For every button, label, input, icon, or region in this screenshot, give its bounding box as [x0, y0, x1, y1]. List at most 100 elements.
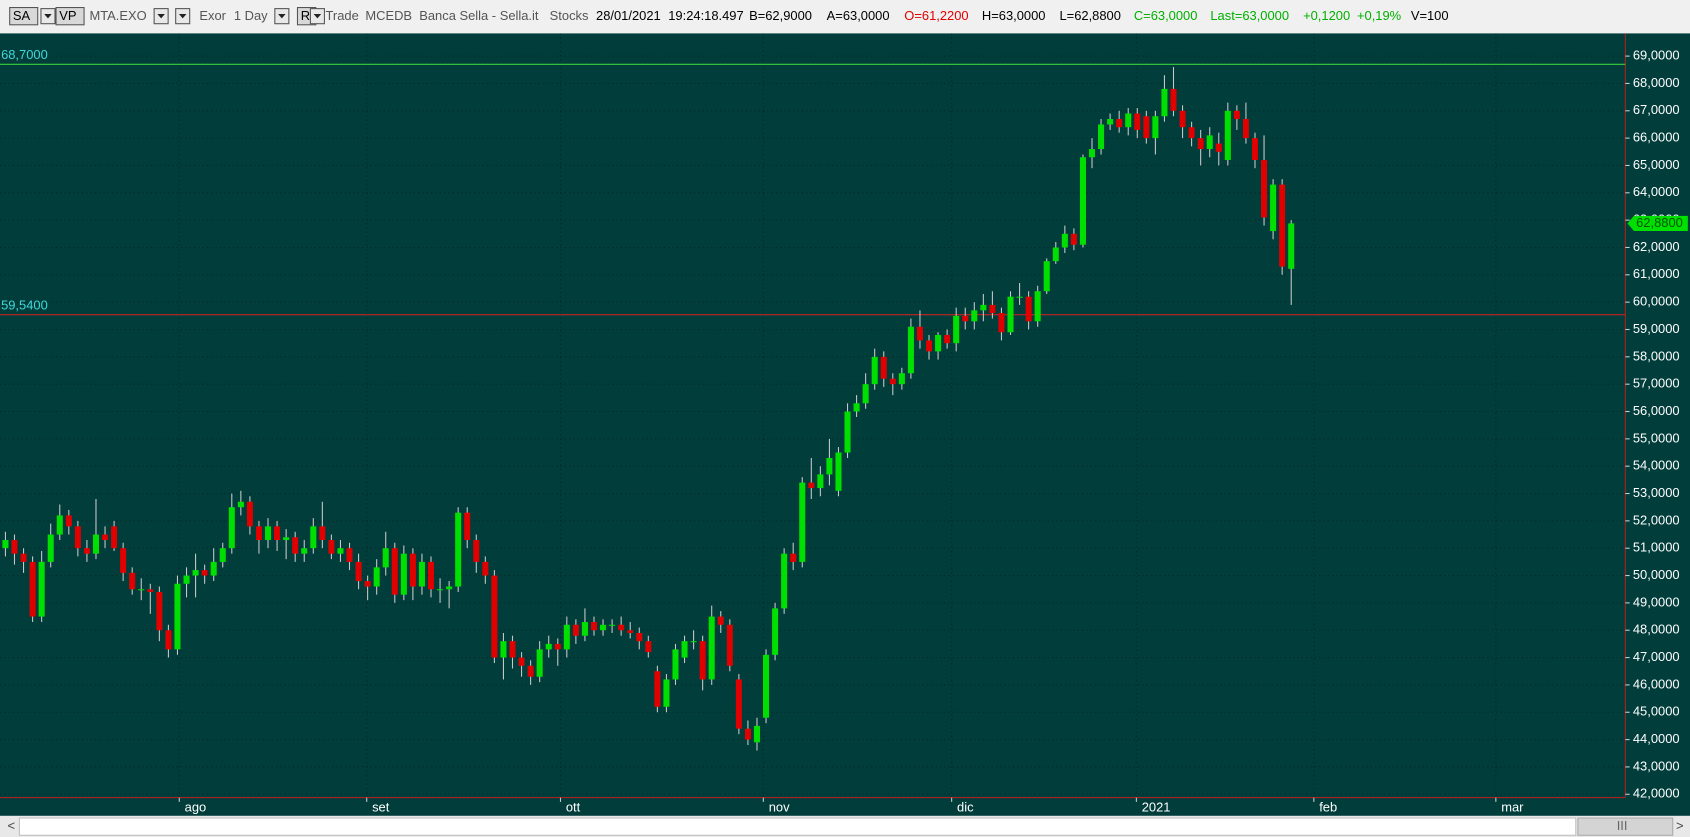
y-tick-label: 43,0000	[1633, 758, 1680, 773]
candle-body	[672, 649, 679, 680]
candle-body	[65, 515, 72, 527]
candle-body	[536, 649, 543, 677]
candle-body	[916, 326, 923, 341]
candle-body	[446, 586, 453, 590]
candle-body	[889, 378, 896, 385]
candle-body	[609, 624, 616, 626]
candle-body	[1270, 184, 1277, 232]
candle-body	[47, 534, 54, 562]
candle-body	[201, 570, 208, 576]
candle-body	[391, 548, 398, 595]
toolbar-text: A=63,0000	[827, 8, 890, 23]
candle-body	[844, 411, 851, 453]
candle-body	[1007, 296, 1014, 333]
toolbar-text: O=61,2200	[904, 8, 968, 23]
y-tick-label: 66,0000	[1633, 130, 1680, 145]
toolbar-button-label[interactable]: R	[301, 8, 310, 23]
candle-body	[382, 548, 389, 568]
candle-body	[826, 457, 833, 475]
candle-body	[102, 534, 109, 541]
dropdown-arrow[interactable]	[44, 14, 52, 19]
candle-body	[283, 537, 290, 541]
candle-body	[699, 641, 706, 680]
y-tick-label: 55,0000	[1633, 430, 1680, 445]
candle-body	[437, 589, 444, 591]
x-tick-label: ago	[185, 800, 207, 815]
scroll-thumb[interactable]	[1577, 817, 1674, 836]
y-tick-label: 60,0000	[1633, 294, 1680, 309]
x-tick-label: feb	[1319, 800, 1337, 815]
dropdown-arrow[interactable]	[157, 14, 165, 19]
candle-body	[29, 561, 36, 617]
candle-body	[835, 452, 842, 491]
candle-body	[346, 548, 353, 562]
x-tick-label: set	[372, 800, 390, 815]
candle-body	[1197, 138, 1204, 150]
toolbar-button[interactable]	[9, 7, 39, 26]
dropdown-arrow[interactable]	[313, 14, 322, 19]
candle-body	[409, 553, 416, 587]
candle-body	[310, 526, 317, 549]
candle-body	[853, 403, 860, 412]
candle-body	[681, 641, 688, 658]
candle-body	[237, 501, 244, 508]
candle-body	[1251, 138, 1259, 160]
candle-body	[1161, 88, 1168, 117]
candle-body	[2, 540, 9, 549]
candle-body	[1170, 88, 1177, 111]
y-tick-label: 69,0000	[1633, 48, 1680, 63]
toolbar-text: Last=63,0000	[1210, 8, 1289, 23]
candle-body	[527, 665, 534, 677]
candle-body	[210, 561, 217, 576]
candle-body	[1107, 118, 1114, 125]
candle-body	[817, 474, 824, 489]
x-tick-label: 2021	[1142, 800, 1171, 815]
candle-body	[111, 526, 118, 549]
toolbar-text: C=63,0000	[1134, 8, 1198, 23]
candle-body	[781, 553, 788, 609]
dropdown-arrow[interactable]	[178, 14, 187, 19]
candle-body	[953, 315, 960, 344]
candle-body	[292, 537, 299, 554]
candle-body	[518, 657, 525, 666]
dropdown-arrow[interactable]	[278, 14, 286, 19]
toolbar-text: 28/01/2021	[596, 8, 661, 23]
candle-body	[1070, 233, 1077, 245]
candle-body	[156, 591, 163, 631]
toolbar-button-label[interactable]: SA	[13, 8, 31, 23]
candle-body	[1143, 116, 1150, 139]
y-tick-label: 68,0000	[1633, 75, 1680, 90]
candle-body	[464, 512, 471, 541]
toolbar-button[interactable]	[55, 7, 85, 26]
candle-body	[246, 501, 253, 527]
candle-body	[11, 540, 18, 554]
toolbar-text: L=62,8800	[1059, 8, 1120, 23]
candle-body	[880, 356, 887, 379]
y-tick-label: 50,0000	[1633, 567, 1680, 582]
candle-body	[763, 654, 770, 718]
candle-body	[898, 373, 905, 385]
candle-body	[1179, 110, 1186, 128]
candle-body	[255, 526, 262, 541]
candle-body	[772, 608, 779, 655]
candle-body	[473, 540, 480, 562]
candle-body	[265, 526, 272, 541]
toolbar-button-label[interactable]: VP	[59, 8, 76, 23]
candle-body	[1034, 291, 1041, 322]
candle-body	[926, 340, 933, 352]
candle-body	[1043, 261, 1050, 292]
x-tick-label: ott	[566, 800, 581, 815]
scroll-left[interactable]: <	[8, 818, 16, 833]
candle-body	[1206, 135, 1213, 150]
candle-body	[998, 313, 1005, 333]
candle-body	[753, 725, 760, 743]
candle-body	[228, 507, 235, 549]
scroll-track[interactable]	[18, 817, 1577, 836]
toolbar-text: +0,1200	[1303, 8, 1350, 23]
candle-body	[799, 482, 806, 562]
candle-body	[38, 561, 45, 617]
scroll-right[interactable]: >	[1676, 818, 1684, 833]
toolbar-text: H=63,0000	[982, 8, 1046, 23]
candle-body	[871, 356, 878, 385]
